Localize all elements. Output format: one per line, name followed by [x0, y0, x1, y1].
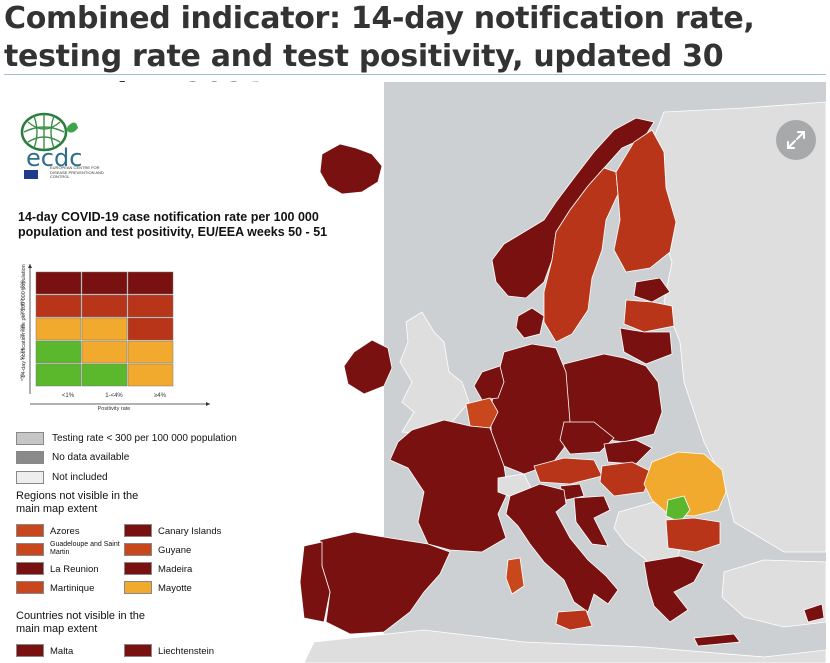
region-netherlands [473, 365, 505, 401]
ecdc-logo: ecdc [18, 106, 118, 186]
region-ireland [343, 339, 393, 395]
region-denmark [515, 307, 545, 339]
region-label-canary-islands: Canary Islands [158, 526, 222, 537]
matrix-y-tick: <50 [19, 373, 25, 382]
region-greece [643, 555, 705, 623]
matrix-cell [81, 340, 128, 364]
legend-not-included-label: Not included [52, 472, 108, 483]
region-portugal [299, 541, 331, 623]
ecdc-wordmark: ecdc [26, 144, 82, 172]
matrix-x-tick: 1-<4% [105, 393, 123, 399]
matrix-cell [35, 340, 82, 364]
region-label-martinique: Martinique [50, 583, 95, 594]
matrix-cell [127, 363, 174, 387]
region-iceland [319, 143, 383, 195]
region-sicily [555, 609, 593, 631]
swatch-no-data [16, 451, 44, 464]
region-bulgaria [665, 517, 721, 553]
region-italy [505, 483, 619, 613]
region-label-madeira: Madeira [158, 564, 193, 575]
region-lithuania [619, 327, 673, 365]
matrix-cell [35, 271, 82, 295]
countries-heading: Countries not visible in the main map ex… [16, 610, 146, 635]
matrix-y-tick: 75-200 [19, 324, 25, 339]
logo-tagline: EUROPEAN CENTRE FOR DISEASE PREVENTION A… [50, 165, 104, 179]
region-sweden [543, 167, 619, 343]
region-slovakia [603, 439, 653, 465]
expand-arrows-icon [787, 131, 805, 149]
region-germany [489, 343, 571, 475]
region-label-guadeloupe: Guadeloupe and Saint Martin [50, 541, 120, 556]
region-cyprus [803, 603, 825, 623]
matrix-x-label: Positivity rate [97, 406, 131, 412]
region-hungary [599, 461, 653, 497]
matrix-x-tick: ≥4% [154, 393, 166, 399]
region-france [389, 419, 509, 553]
region-crete [693, 633, 741, 647]
region-label-azores: Azores [50, 526, 80, 537]
non-eu-turkey [721, 559, 826, 628]
region-czechia [559, 421, 615, 455]
swatch-liechtenstein [124, 644, 152, 657]
matrix-cell [35, 294, 82, 318]
matrix-y-tick: ≥500 [19, 280, 25, 291]
matrix-cell [81, 363, 128, 387]
matrix-y-tick: 50-74 [19, 348, 25, 361]
matrix-cell [81, 271, 128, 295]
matrix-cell [127, 340, 174, 364]
matrix-y-tick: >200-499 [19, 298, 25, 319]
regions-heading: Regions not visible in the main map exte… [16, 490, 139, 515]
region-sardinia [505, 557, 525, 595]
region-label-guyane: Guyane [158, 545, 192, 556]
region-latvia [623, 299, 675, 333]
matrix-cell [81, 317, 128, 341]
matrix-cell [81, 294, 128, 318]
region-finland [613, 129, 677, 273]
matrix-cell [35, 317, 82, 341]
country-label-liechtenstein: Liechtenstein [158, 646, 214, 657]
legend-matrix [28, 264, 210, 406]
matrix-x-tick: <1% [61, 393, 75, 399]
swatch-la-reunion [16, 562, 44, 575]
legend-no-data-label: No data available [52, 452, 130, 463]
country-label-malta: Malta [50, 646, 74, 657]
legend-testing-rate-label: Testing rate < 300 per 100 000 populatio… [52, 433, 237, 444]
region-belgium [465, 397, 499, 429]
swatch-guyane [124, 543, 152, 556]
matrix-cell [35, 363, 82, 387]
matrix-cell [127, 271, 174, 295]
map-figure: ecdc EUROPEAN CENTRE FOR DISEASE PREVENT… [4, 82, 826, 663]
region-label-mayotte: Mayotte [158, 583, 192, 594]
swatch-malta [16, 644, 44, 657]
swatch-canary-islands [124, 524, 152, 537]
legend-title: 14-day COVID-19 case notification rate p… [18, 210, 328, 239]
non-eu-north-africa [303, 629, 826, 663]
ecdc-globe-icon: ecdc [20, 112, 82, 179]
swatch-martinique [16, 581, 44, 594]
swatch-not-included [16, 471, 44, 484]
region-label-la-reunion: La Reunion [50, 564, 99, 575]
expand-map-button[interactable] [776, 120, 816, 160]
title-divider [4, 74, 826, 75]
swatch-azores [16, 524, 44, 537]
region-croatia [573, 495, 611, 547]
region-romania [643, 451, 727, 517]
page-title: Combined indicator: 14-day notification … [4, 1, 755, 112]
matrix-cell [127, 317, 174, 341]
region-romania-green [665, 495, 691, 523]
swatch-mayotte [124, 581, 152, 594]
swatch-testing-rate [16, 432, 44, 445]
swatch-madeira [124, 562, 152, 575]
swatch-guadeloupe [16, 543, 44, 556]
matrix-cell [127, 294, 174, 318]
region-estonia [633, 277, 671, 303]
